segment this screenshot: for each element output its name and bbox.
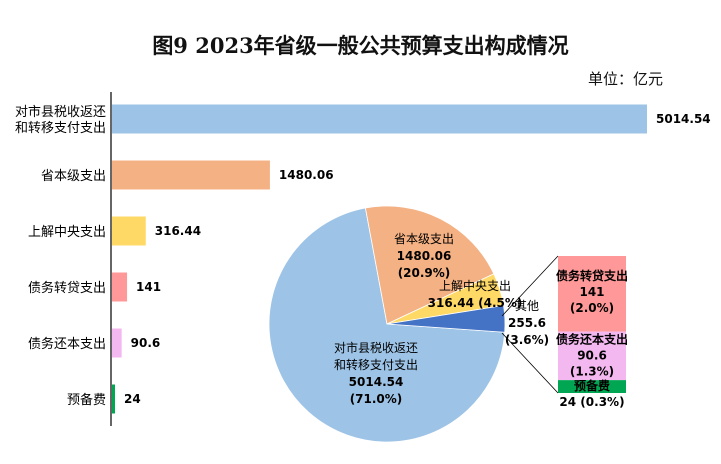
category-label-6: 预备费 [67,392,106,408]
bar-value-label-3: 316.44 [155,224,201,238]
bar-chart: 5014.54对市县税收返还和转移支付支出1480.06省本级支出316.44上… [15,92,711,426]
pie-label-group-2: 省本级支出 1480.06 (20.9%) [394,232,454,280]
category-label-3: 上解中央支出 [28,225,106,240]
pie-slice-2 [364,205,495,325]
connector-line-top [501,255,559,317]
bar-1 [112,104,647,134]
breakdown-value-2: 90.6 [577,349,607,363]
other-breakdown: 债务转贷支出 141 (2.0%) 债务还本支出 90.6 (1.3%)预备费 24 (0.… [501,255,628,409]
bar-4 [112,272,128,302]
bar-3 [112,216,146,246]
category-label-5: 债务还本支出 [28,336,106,352]
pie-label-name-4: 其他 [515,299,539,313]
pie-label-name-1-line-2: 和转移支付支出 [334,357,418,372]
pie-label-percent-4: (3.6%) [505,333,549,347]
chart-title: 图9 2023年省级一般公共预算支出构成情况 [152,33,569,58]
category-label-1-line-1: 对市县税收返还 [15,104,106,120]
bar-5 [112,328,122,358]
bar-value-label-4: 141 [136,280,161,294]
unit-label: 单位：亿元 [587,70,663,88]
pie-label-value-3: 316.44 (4.5%) [428,296,523,310]
pie-label-percent-1: (71.0%) [350,392,403,406]
breakdown-percent-2: (1.3%) [570,365,614,379]
pie-label-group-3: 上解中央支出 316.44 (4.5%) [428,278,523,310]
pie-label-value-1: 5014.54 [349,375,404,389]
pie-label-name-2: 省本级支出 [394,232,454,246]
category-label-1-line-2: 和转移支付支出 [15,121,106,136]
breakdown-name-1: 债务转贷支出 [556,268,628,283]
connector-line-bottom [501,332,559,394]
breakdown-segment-3 [558,380,626,393]
breakdown-segment-2 [558,331,626,381]
breakdown-name-2: 债务还本支出 [556,332,628,347]
bar-value-label-6: 24 [124,392,141,406]
breakdown-value-3: 24 (0.3%) [559,395,624,409]
breakdown-name-3: 预备费 [574,378,610,393]
bar-6 [112,384,115,414]
pie-label-value-4: 255.6 [508,316,546,330]
breakdown-percent-1: (2.0%) [570,301,614,315]
category-label-4: 债务转贷支出 [28,280,106,296]
breakdown-value-1: 141 [579,285,604,299]
bar-value-label-1: 5014.54 [656,112,711,126]
category-label-2: 省本级支出 [41,169,106,184]
pie-slice-4 [386,305,506,333]
bar-2 [112,160,270,190]
pie-label-group-4: 其他 255.6 (3.6%) [505,299,549,347]
pie-label-value-2: 1480.06 [397,249,452,263]
pie-label-percent-2: (20.9%) [398,266,451,280]
breakdown-segment-1 [558,256,626,332]
pie-label-name-1-line-1: 对市县税收返还 [334,340,418,355]
bar-value-label-2: 1480.06 [279,168,334,182]
bar-value-label-5: 90.6 [131,336,161,350]
pie-label-name-3: 上解中央支出 [439,278,511,293]
pie-slice-1 [268,207,506,443]
